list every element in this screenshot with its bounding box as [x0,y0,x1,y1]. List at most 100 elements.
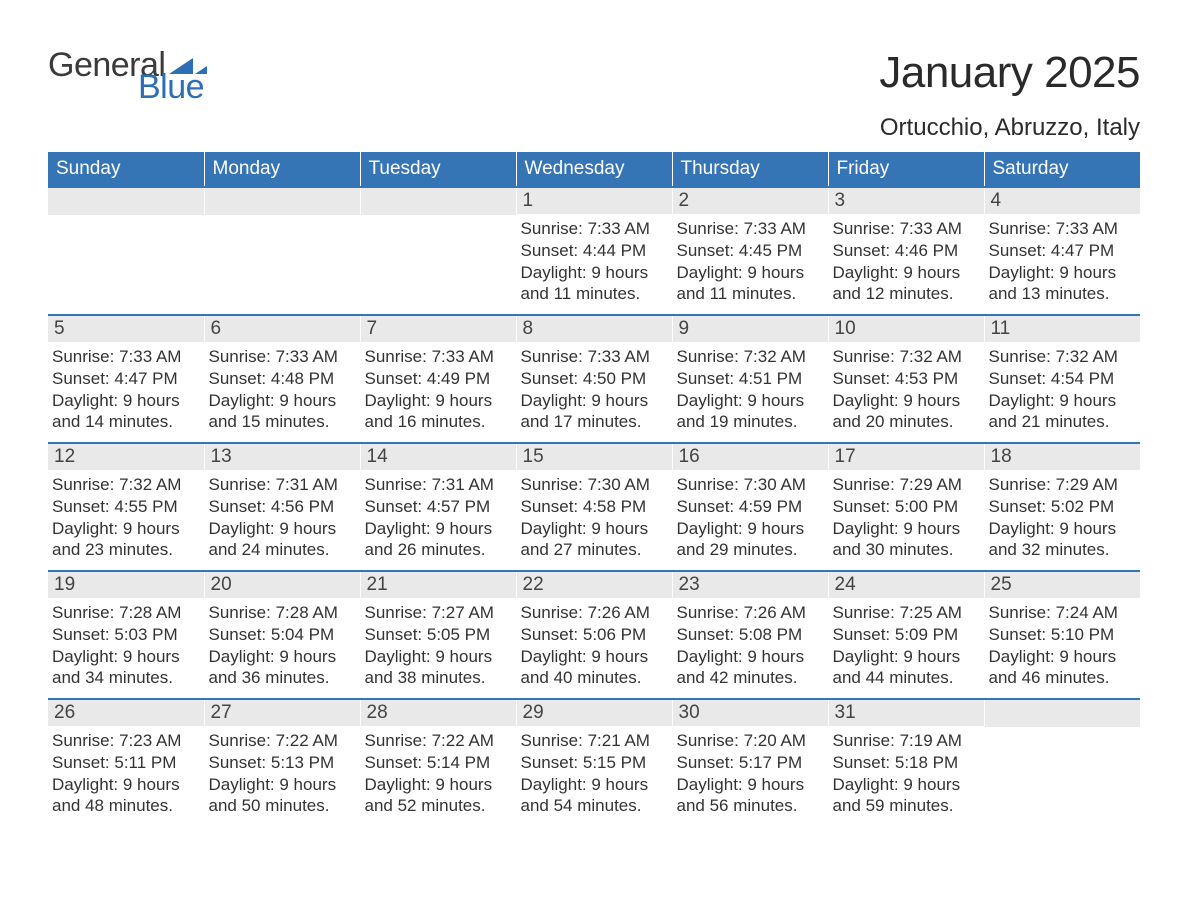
sunrise-text: Sunrise: 7:33 AM [521,218,666,240]
sunrise-text: Sunrise: 7:21 AM [521,730,666,752]
day-number: 11 [985,316,1141,342]
daylight-text-1: Daylight: 9 hours [833,518,978,540]
sunrise-text: Sunrise: 7:28 AM [209,602,354,624]
week-row: 19Sunrise: 7:28 AMSunset: 5:03 PMDayligh… [48,571,1140,699]
day-number: 15 [517,444,672,470]
daylight-text-1: Daylight: 9 hours [52,774,198,796]
day-info: Sunrise: 7:30 AMSunset: 4:59 PMDaylight:… [673,470,828,563]
day-number: 16 [673,444,828,470]
sunset-text: Sunset: 4:44 PM [521,240,666,262]
day-cell: 28Sunrise: 7:22 AMSunset: 5:14 PMDayligh… [360,699,516,827]
daylight-text-1: Daylight: 9 hours [677,646,822,668]
day-cell [48,187,204,315]
day-number: 25 [985,572,1141,598]
day-info: Sunrise: 7:31 AMSunset: 4:57 PMDaylight:… [361,470,516,563]
day-info: Sunrise: 7:33 AMSunset: 4:50 PMDaylight:… [517,342,672,435]
week-row: 1Sunrise: 7:33 AMSunset: 4:44 PMDaylight… [48,187,1140,315]
daylight-text-1: Daylight: 9 hours [209,774,354,796]
daylight-text-1: Daylight: 9 hours [833,390,978,412]
daylight-text-1: Daylight: 9 hours [989,646,1135,668]
sunset-text: Sunset: 4:58 PM [521,496,666,518]
daylight-text-2: and 36 minutes. [209,667,354,689]
calendar-body: 1Sunrise: 7:33 AMSunset: 4:44 PMDaylight… [48,187,1140,827]
sunrise-text: Sunrise: 7:30 AM [677,474,822,496]
sunset-text: Sunset: 5:09 PM [833,624,978,646]
sunrise-text: Sunrise: 7:26 AM [677,602,822,624]
sunrise-text: Sunrise: 7:28 AM [52,602,198,624]
day-cell: 13Sunrise: 7:31 AMSunset: 4:56 PMDayligh… [204,443,360,571]
sunset-text: Sunset: 4:53 PM [833,368,978,390]
brand-line2: Blue [138,70,207,104]
day-info: Sunrise: 7:33 AMSunset: 4:47 PMDaylight:… [985,214,1141,307]
day-header: Tuesday [360,152,516,187]
daylight-text-2: and 11 minutes. [521,283,666,305]
sunrise-text: Sunrise: 7:24 AM [989,602,1135,624]
sunrise-text: Sunrise: 7:31 AM [209,474,354,496]
day-info: Sunrise: 7:33 AMSunset: 4:45 PMDaylight:… [673,214,828,307]
daylight-text-1: Daylight: 9 hours [365,774,510,796]
day-info: Sunrise: 7:20 AMSunset: 5:17 PMDaylight:… [673,726,828,819]
daylight-text-1: Daylight: 9 hours [833,646,978,668]
daynum-bar-empty [48,188,204,215]
daylight-text-2: and 40 minutes. [521,667,666,689]
daylight-text-1: Daylight: 9 hours [209,518,354,540]
daylight-text-1: Daylight: 9 hours [365,518,510,540]
location-subtitle: Ortucchio, Abruzzo, Italy [879,114,1140,142]
daylight-text-1: Daylight: 9 hours [989,518,1135,540]
day-info: Sunrise: 7:32 AMSunset: 4:54 PMDaylight:… [985,342,1141,435]
daylight-text-2: and 34 minutes. [52,667,198,689]
day-cell: 26Sunrise: 7:23 AMSunset: 5:11 PMDayligh… [48,699,204,827]
sunrise-text: Sunrise: 7:29 AM [833,474,978,496]
daylight-text-2: and 48 minutes. [52,795,198,817]
sunset-text: Sunset: 4:49 PM [365,368,510,390]
day-info: Sunrise: 7:33 AMSunset: 4:47 PMDaylight:… [48,342,204,435]
daylight-text-2: and 21 minutes. [989,411,1135,433]
day-number: 13 [205,444,360,470]
sunrise-text: Sunrise: 7:33 AM [677,218,822,240]
day-cell: 5Sunrise: 7:33 AMSunset: 4:47 PMDaylight… [48,315,204,443]
daylight-text-2: and 27 minutes. [521,539,666,561]
day-number: 12 [48,444,204,470]
day-header: Wednesday [516,152,672,187]
daylight-text-2: and 13 minutes. [989,283,1135,305]
daynum-bar-empty [361,188,516,215]
sunrise-text: Sunrise: 7:32 AM [677,346,822,368]
sunrise-text: Sunrise: 7:33 AM [833,218,978,240]
day-cell: 7Sunrise: 7:33 AMSunset: 4:49 PMDaylight… [360,315,516,443]
day-info: Sunrise: 7:33 AMSunset: 4:48 PMDaylight:… [205,342,360,435]
daylight-text-2: and 29 minutes. [677,539,822,561]
sunset-text: Sunset: 4:47 PM [989,240,1135,262]
daylight-text-2: and 52 minutes. [365,795,510,817]
daylight-text-2: and 11 minutes. [677,283,822,305]
day-number: 24 [829,572,984,598]
day-info: Sunrise: 7:26 AMSunset: 5:08 PMDaylight:… [673,598,828,691]
sunrise-text: Sunrise: 7:29 AM [989,474,1135,496]
day-info: Sunrise: 7:28 AMSunset: 5:04 PMDaylight:… [205,598,360,691]
sunrise-text: Sunrise: 7:19 AM [833,730,978,752]
day-cell: 10Sunrise: 7:32 AMSunset: 4:53 PMDayligh… [828,315,984,443]
day-cell: 23Sunrise: 7:26 AMSunset: 5:08 PMDayligh… [672,571,828,699]
day-number: 9 [673,316,828,342]
day-number: 29 [517,700,672,726]
day-info: Sunrise: 7:31 AMSunset: 4:56 PMDaylight:… [205,470,360,563]
header: General Blue January 2025 Ortucchio, Abr… [48,48,1140,142]
daylight-text-2: and 59 minutes. [833,795,978,817]
daylight-text-2: and 42 minutes. [677,667,822,689]
sunset-text: Sunset: 4:54 PM [989,368,1135,390]
day-cell: 27Sunrise: 7:22 AMSunset: 5:13 PMDayligh… [204,699,360,827]
daylight-text-2: and 15 minutes. [209,411,354,433]
sunset-text: Sunset: 5:06 PM [521,624,666,646]
day-number: 28 [361,700,516,726]
day-info: Sunrise: 7:22 AMSunset: 5:13 PMDaylight:… [205,726,360,819]
sunset-text: Sunset: 4:57 PM [365,496,510,518]
day-cell: 4Sunrise: 7:33 AMSunset: 4:47 PMDaylight… [984,187,1140,315]
daylight-text-1: Daylight: 9 hours [521,390,666,412]
day-info: Sunrise: 7:27 AMSunset: 5:05 PMDaylight:… [361,598,516,691]
day-info: Sunrise: 7:33 AMSunset: 4:49 PMDaylight:… [361,342,516,435]
sunrise-text: Sunrise: 7:32 AM [989,346,1135,368]
day-cell: 31Sunrise: 7:19 AMSunset: 5:18 PMDayligh… [828,699,984,827]
day-number: 2 [673,188,828,214]
sunrise-text: Sunrise: 7:32 AM [833,346,978,368]
daylight-text-1: Daylight: 9 hours [365,646,510,668]
sunset-text: Sunset: 4:51 PM [677,368,822,390]
